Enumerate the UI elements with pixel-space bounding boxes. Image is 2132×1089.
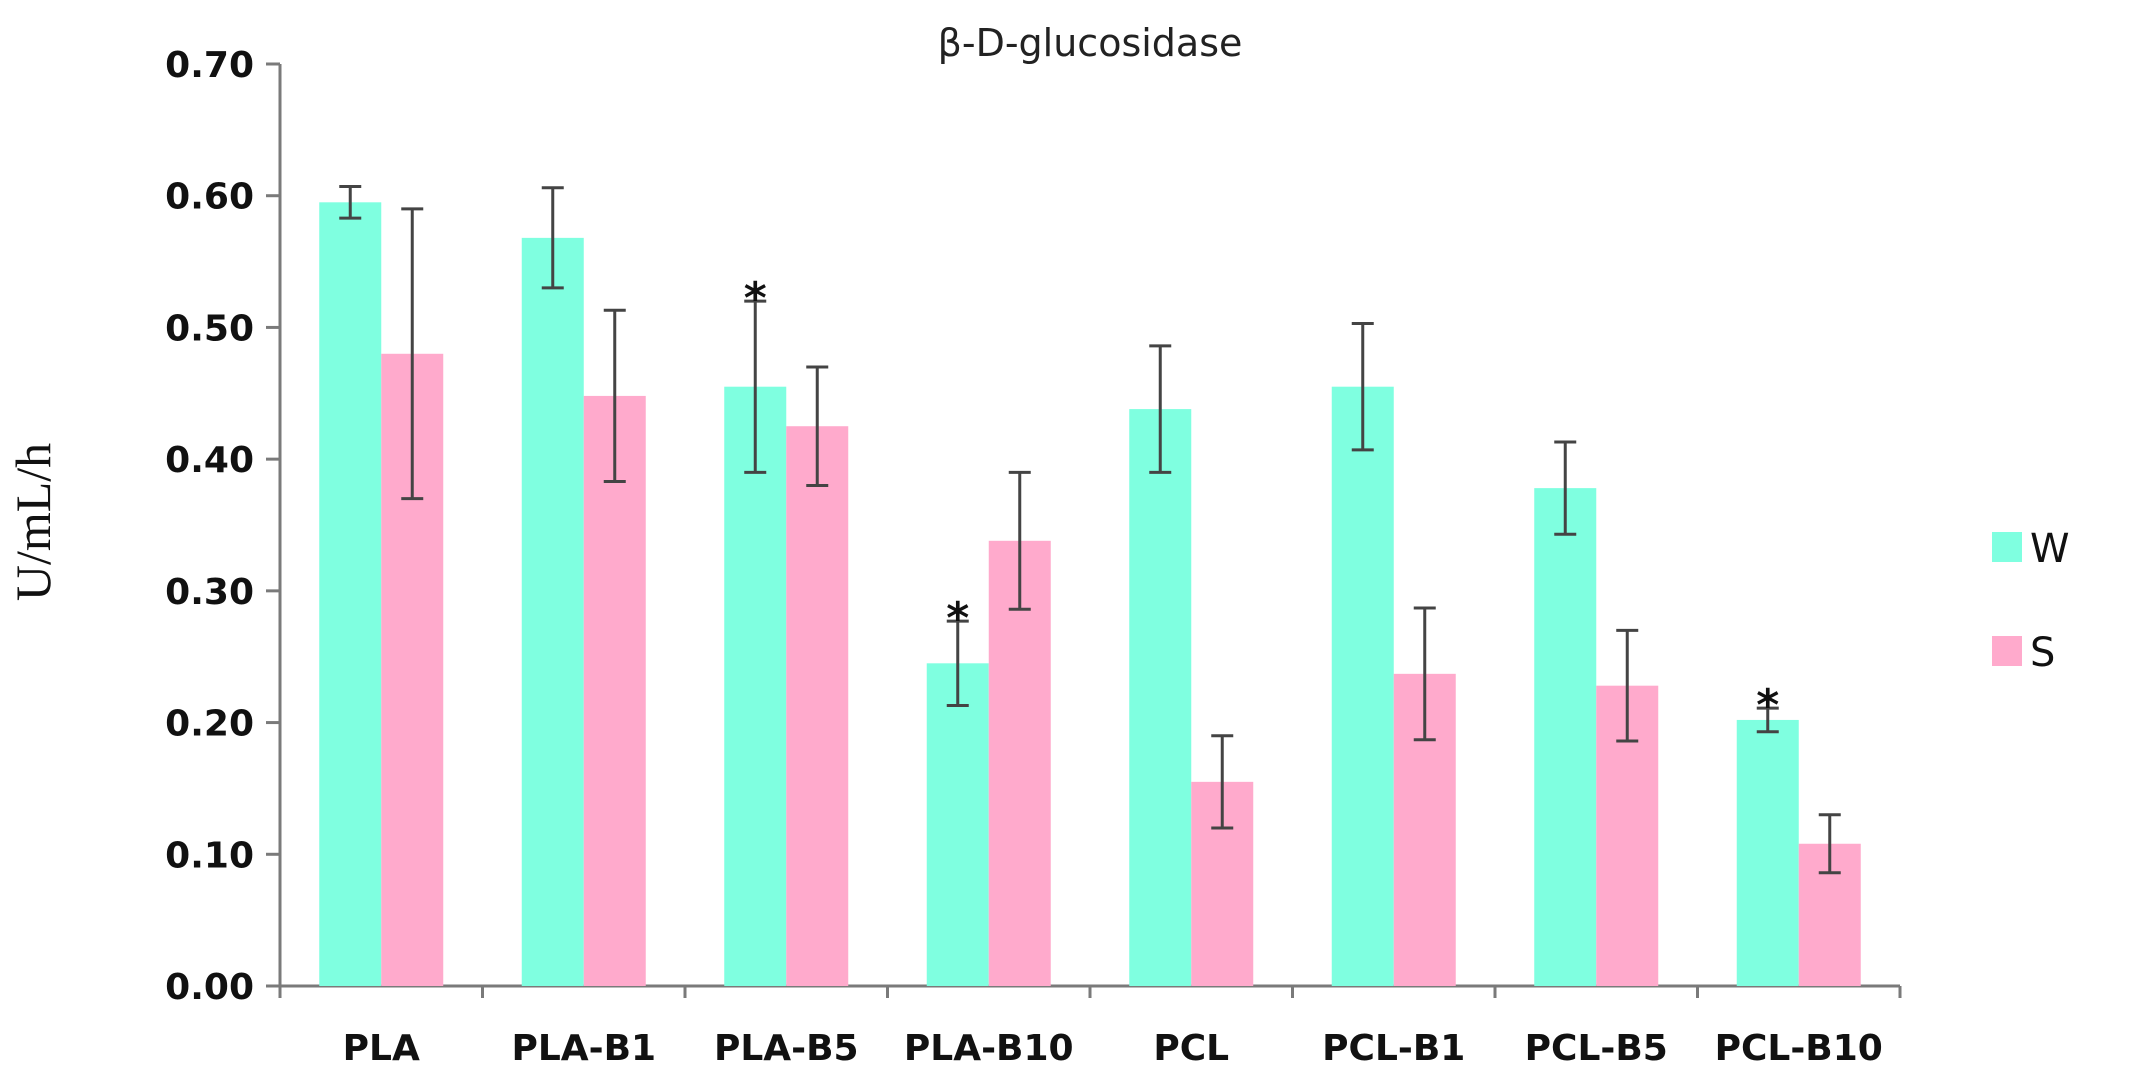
x-tick-label: PLA-B5 [714,1028,859,1069]
y-axis-label: U/mL/h [5,443,61,601]
x-tick-label: PCL-B1 [1322,1028,1465,1069]
bar-w [1736,719,1799,986]
x-tick-label: PCL-B10 [1715,1028,1883,1069]
legend: WS [1992,526,2070,676]
significance-marker: * [946,593,969,644]
legend-swatch-w [1992,532,2022,562]
y-tick-label: 0.40 [165,440,254,481]
y-tick-label: 0.30 [165,572,254,613]
plot-area: 0.00 0.10 0.20 0.30 0.40 0.50 0.60 0.70 PLA PLA-B… [165,45,1902,1069]
y-tick-label: 0.50 [165,308,254,349]
chart-title: β-D-glucosidase [938,21,1243,65]
significance-marker: * [744,273,767,324]
bar-w [1331,386,1394,986]
bar-w [926,663,989,986]
significance-marker: * [1756,680,1779,731]
bar-w [319,202,382,987]
bar-s [786,426,849,986]
legend-label-w: W [2030,526,2070,572]
bar-w [1129,409,1192,986]
y-tick-label: 0.00 [165,967,254,1008]
bar-w [521,237,584,986]
bar-w [724,386,787,986]
y-tick-label: 0.70 [165,45,254,86]
legend-swatch-s [1992,636,2022,666]
x-tick-label: PLA [343,1028,420,1069]
y-tick-label: 0.10 [165,835,254,876]
x-tick-label: PLA-B1 [511,1028,656,1069]
bar-w [1534,488,1597,986]
y-tick-label: 0.60 [165,177,254,218]
bar-s [988,540,1051,986]
legend-label-s: S [2030,630,2055,676]
y-tick-label: 0.20 [165,704,254,745]
bar-s [583,395,646,986]
x-tick-label: PCL [1153,1028,1229,1069]
x-tick-label: PCL-B5 [1525,1028,1668,1069]
x-tick-label: PLA-B10 [904,1028,1074,1069]
